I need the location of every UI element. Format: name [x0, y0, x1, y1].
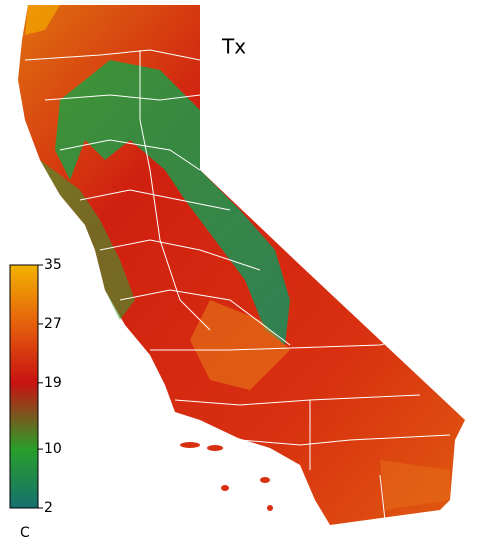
colorbar-tick-label: 19	[44, 375, 62, 391]
colorbar	[9, 264, 39, 509]
county-lines	[24, 49, 451, 521]
desert-region	[190, 300, 290, 390]
channel-islands	[180, 442, 273, 511]
colorbar-unit: C	[20, 525, 30, 541]
colorbar-tick-label: 27	[44, 316, 62, 332]
map-title: Tx	[221, 35, 246, 59]
coastal-range	[40, 160, 135, 320]
colorbar-tick-label: 35	[44, 257, 62, 273]
colorbar-tick-label: 10	[44, 441, 62, 457]
colorbar-tick-label: 2	[44, 500, 53, 516]
california-map	[18, 5, 465, 525]
north-hot-corner	[25, 5, 60, 35]
southeast-desert	[380, 460, 450, 510]
sierra-highlands	[55, 60, 290, 345]
